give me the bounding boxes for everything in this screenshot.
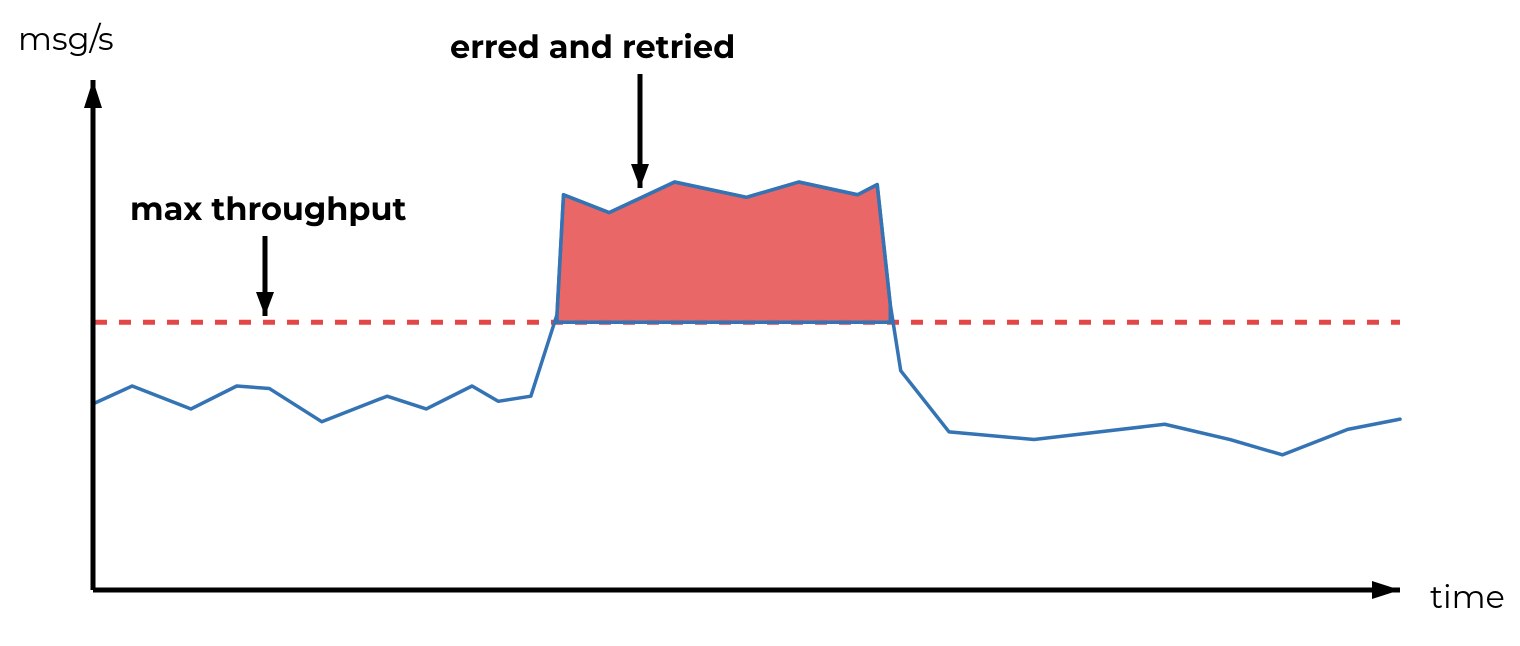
y-axis-label: msg/s xyxy=(18,20,114,59)
overflow-region xyxy=(557,182,890,322)
x-axis xyxy=(93,581,1400,599)
x-axis-label: time xyxy=(1430,578,1505,617)
erred-and-retried-arrow xyxy=(631,74,649,188)
chart-svg xyxy=(0,0,1520,646)
throughput-chart: msg/s time max throughput erred and retried xyxy=(0,0,1520,646)
max-throughput-arrow xyxy=(256,236,274,316)
y-axis xyxy=(84,80,102,590)
erred-and-retried-label: erred and retried xyxy=(450,28,735,67)
max-throughput-label: max throughput xyxy=(130,190,406,229)
